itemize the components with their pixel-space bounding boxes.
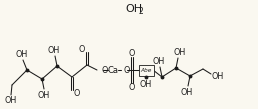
FancyBboxPatch shape — [139, 65, 154, 76]
Text: OH: OH — [140, 79, 152, 89]
Text: Ca: Ca — [108, 66, 118, 74]
Text: OH: OH — [5, 95, 17, 105]
Text: OH: OH — [16, 49, 28, 59]
Text: 2: 2 — [138, 7, 143, 16]
Text: OH: OH — [181, 88, 193, 96]
Text: OH: OH — [125, 4, 143, 14]
Text: O: O — [124, 66, 130, 74]
Text: O: O — [74, 89, 80, 97]
Text: O: O — [79, 44, 85, 54]
Text: OH: OH — [212, 72, 224, 81]
Text: Abe: Abe — [140, 67, 152, 72]
Text: O: O — [129, 83, 135, 91]
Text: OH: OH — [174, 48, 186, 56]
Text: OH: OH — [153, 56, 165, 66]
Text: O: O — [101, 66, 107, 74]
Text: OH: OH — [38, 90, 50, 100]
Text: OH: OH — [48, 45, 60, 54]
Text: O: O — [129, 49, 135, 58]
